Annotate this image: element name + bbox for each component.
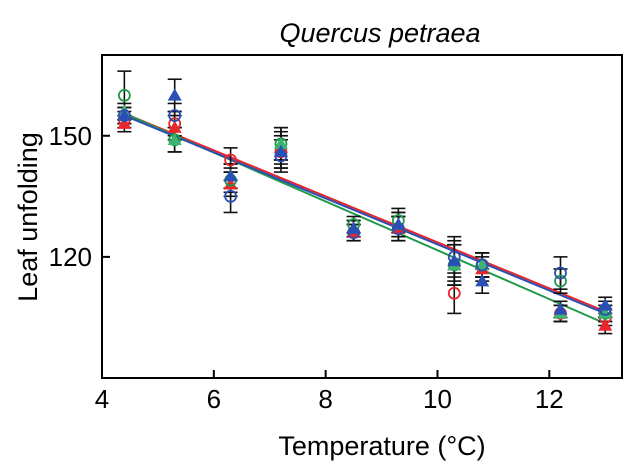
y-tick-label: 150 <box>49 121 92 151</box>
data-point-circle <box>554 266 567 280</box>
x-tick-label: 12 <box>535 384 564 414</box>
x-axis: 4 6 8 10 12 <box>95 370 564 414</box>
trend-line <box>123 114 606 315</box>
data-point-triangle <box>391 217 406 230</box>
data-point-circle <box>117 88 131 102</box>
x-axis-label: Temperature (°C) <box>278 431 485 461</box>
data-point-triangle <box>475 274 490 287</box>
x-tick-label: 10 <box>423 384 452 414</box>
data-point-triangle <box>117 108 132 121</box>
axes-frame <box>101 54 623 379</box>
chart-title: Quercus petraea <box>279 18 480 48</box>
data-points <box>117 88 613 331</box>
data-point-circle <box>168 109 182 122</box>
trend-lines <box>123 112 606 325</box>
data-point-circle <box>475 258 489 272</box>
data-point-triangle <box>447 253 462 267</box>
y-axis: 120 150 <box>49 121 110 272</box>
x-tick-label: 6 <box>207 384 221 414</box>
y-tick-label: 120 <box>49 242 92 272</box>
data-point-circle <box>554 274 567 288</box>
data-point-triangle <box>223 169 238 182</box>
data-point-triangle <box>598 318 613 331</box>
data-point-triangle <box>167 132 182 146</box>
data-point-triangle <box>475 257 490 271</box>
y-axis-label: Leaf unfolding <box>13 132 43 302</box>
x-tick-label: 4 <box>95 384 109 414</box>
data-point-triangle <box>117 116 132 129</box>
data-point-triangle <box>273 144 288 158</box>
data-point-triangle <box>346 221 361 234</box>
data-point-triangle <box>167 88 182 101</box>
data-point-triangle <box>167 120 182 133</box>
data-point-circle <box>224 189 238 203</box>
data-point-triangle <box>273 136 288 150</box>
data-point-triangle <box>598 298 613 311</box>
data-point-circle <box>447 286 461 300</box>
data-point-triangle <box>223 177 238 190</box>
trend-line <box>123 112 606 313</box>
data-point-triangle <box>553 302 568 315</box>
x-tick-label: 8 <box>318 384 332 414</box>
plot-area <box>117 70 613 335</box>
data-point-circle <box>224 153 238 167</box>
data-point-triangle <box>598 306 613 319</box>
